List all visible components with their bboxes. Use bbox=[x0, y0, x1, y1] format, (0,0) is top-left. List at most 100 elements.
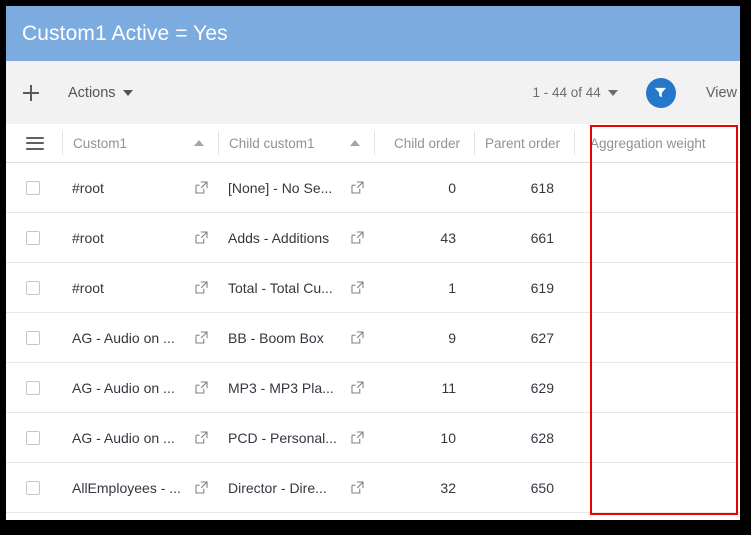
row-select-cell bbox=[6, 380, 62, 395]
cell-custom1: AG - Audio on ... bbox=[62, 380, 218, 396]
cell-text: PCD - Personal... bbox=[228, 429, 337, 446]
hamburger-menu-icon[interactable] bbox=[26, 136, 44, 150]
row-select-checkbox[interactable] bbox=[26, 230, 40, 245]
external-link-icon[interactable] bbox=[195, 281, 208, 294]
external-link-icon[interactable] bbox=[195, 231, 208, 244]
sort-ascending-icon[interactable] bbox=[194, 140, 204, 146]
cell-parent-order: 661 bbox=[530, 229, 554, 246]
data-grid: Custom1 Child custom1 Child order Parent… bbox=[6, 124, 740, 513]
column-header-child-order[interactable]: Child order bbox=[374, 131, 474, 155]
external-link-icon[interactable] bbox=[351, 381, 364, 394]
table-row[interactable]: #root Total - Total Cu... 1 619 bbox=[6, 263, 740, 313]
cell-child-custom1: [None] - No Se... bbox=[218, 180, 374, 196]
grid-header-row: Custom1 Child custom1 Child order Parent… bbox=[6, 124, 740, 163]
cell-text: Adds - Additions bbox=[228, 229, 330, 246]
table-toolbar: Actions 1 - 44 of 44 View bbox=[6, 61, 740, 124]
cell-child-custom1: MP3 - MP3 Pla... bbox=[218, 380, 374, 396]
external-link-icon[interactable] bbox=[195, 181, 208, 194]
view-menu-button[interactable]: View bbox=[705, 84, 737, 101]
external-link-icon[interactable] bbox=[351, 281, 364, 294]
row-select-checkbox[interactable] bbox=[26, 330, 40, 345]
cell-text: [None] - No Se... bbox=[228, 179, 333, 196]
cell-text: #root bbox=[72, 179, 104, 196]
external-link-icon[interactable] bbox=[195, 431, 208, 444]
cell-text: Total - Total Cu... bbox=[228, 279, 333, 296]
cell-child-order: 10 bbox=[440, 429, 456, 446]
cell-child-order: 11 bbox=[441, 379, 456, 396]
external-link-icon[interactable] bbox=[195, 381, 208, 394]
column-header-label: Child custom1 bbox=[229, 135, 315, 151]
table-row[interactable]: AllEmployees - ... Director - Dire... 32 bbox=[6, 463, 740, 513]
grid-menu-cell bbox=[6, 131, 62, 155]
cell-child-order: 43 bbox=[440, 229, 456, 246]
cell-text: #root bbox=[72, 279, 104, 296]
cell-parent-order: 627 bbox=[530, 329, 554, 346]
app-window: Custom1 Active = Yes Actions 1 - 44 of 4… bbox=[6, 6, 740, 520]
cell-text: AllEmployees - ... bbox=[72, 479, 181, 496]
external-link-icon[interactable] bbox=[351, 481, 364, 494]
cell-parent-order: 629 bbox=[530, 379, 554, 396]
cell-child-order: 1 bbox=[448, 279, 456, 296]
chevron-down-icon bbox=[122, 89, 133, 96]
cell-text: BB - Boom Box bbox=[228, 329, 324, 346]
external-link-icon[interactable] bbox=[351, 431, 364, 444]
table-row[interactable]: AG - Audio on ... PCD - Personal... 10 bbox=[6, 413, 740, 463]
row-select-checkbox[interactable] bbox=[26, 180, 40, 195]
cell-custom1: AG - Audio on ... bbox=[62, 330, 218, 346]
row-select-cell bbox=[6, 330, 62, 345]
pagination-range-label: 1 - 44 of 44 bbox=[532, 85, 601, 100]
external-link-icon[interactable] bbox=[351, 331, 364, 344]
row-select-checkbox[interactable] bbox=[26, 280, 40, 295]
cell-parent-order: 650 bbox=[530, 479, 554, 496]
row-select-checkbox[interactable] bbox=[26, 480, 40, 495]
actions-menu-button[interactable]: Actions bbox=[68, 85, 133, 101]
cell-custom1: AllEmployees - ... bbox=[62, 480, 218, 496]
external-link-icon[interactable] bbox=[351, 231, 364, 244]
toolbar-right-group: 1 - 44 of 44 View bbox=[533, 61, 740, 124]
page-title: Custom1 Active = Yes bbox=[22, 21, 228, 45]
chevron-down-icon bbox=[607, 89, 618, 96]
page-banner: Custom1 Active = Yes bbox=[6, 6, 740, 61]
cell-custom1: #root bbox=[62, 180, 218, 196]
table-row[interactable]: #root Adds - Additions 43 661 bbox=[6, 213, 740, 263]
external-link-icon[interactable] bbox=[351, 181, 364, 194]
filter-funnel-icon bbox=[655, 87, 667, 98]
row-select-cell bbox=[6, 280, 62, 295]
column-header-custom1[interactable]: Custom1 bbox=[62, 131, 218, 155]
cell-custom1: #root bbox=[62, 230, 218, 246]
row-select-checkbox[interactable] bbox=[26, 430, 40, 445]
cell-text: AG - Audio on ... bbox=[72, 429, 175, 446]
column-header-parent-order[interactable]: Parent order bbox=[474, 131, 574, 155]
cell-text: AG - Audio on ... bbox=[72, 379, 175, 396]
table-row[interactable]: AG - Audio on ... BB - Boom Box 9 6 bbox=[6, 313, 740, 363]
external-link-icon[interactable] bbox=[195, 331, 208, 344]
cell-text: #root bbox=[72, 229, 104, 246]
cell-child-order: 0 bbox=[448, 179, 456, 196]
sort-ascending-icon[interactable] bbox=[350, 140, 360, 146]
table-row[interactable]: AG - Audio on ... MP3 - MP3 Pla... 11 bbox=[6, 363, 740, 413]
actions-menu-label: Actions bbox=[68, 84, 116, 101]
cell-child-custom1: Total - Total Cu... bbox=[218, 280, 374, 296]
cell-text: AG - Audio on ... bbox=[72, 329, 175, 346]
row-select-checkbox[interactable] bbox=[26, 380, 40, 395]
row-select-cell bbox=[6, 430, 62, 445]
cell-child-order: 32 bbox=[440, 479, 456, 496]
cell-child-order: 9 bbox=[448, 329, 456, 346]
cell-parent-order: 619 bbox=[530, 279, 554, 296]
column-header-aggregation-weight[interactable]: Aggregation weight bbox=[574, 131, 740, 155]
pagination-range-button[interactable]: 1 - 44 of 44 bbox=[533, 85, 618, 100]
row-select-cell bbox=[6, 230, 62, 245]
add-row-icon[interactable] bbox=[23, 84, 39, 101]
column-header-label: Custom1 bbox=[73, 135, 128, 151]
external-link-icon[interactable] bbox=[195, 481, 208, 494]
table-row[interactable]: #root [None] - No Se... 0 618 bbox=[6, 163, 740, 213]
cell-child-custom1: PCD - Personal... bbox=[218, 430, 374, 446]
cell-custom1: AG - Audio on ... bbox=[62, 430, 218, 446]
cell-child-custom1: Director - Dire... bbox=[218, 480, 374, 496]
column-header-child-custom1[interactable]: Child custom1 bbox=[218, 131, 374, 155]
cell-parent-order: 628 bbox=[530, 429, 554, 446]
cell-parent-order: 618 bbox=[530, 179, 554, 196]
cell-child-custom1: BB - Boom Box bbox=[218, 330, 374, 346]
cell-child-custom1: Adds - Additions bbox=[218, 230, 374, 246]
filter-button[interactable] bbox=[645, 77, 676, 108]
